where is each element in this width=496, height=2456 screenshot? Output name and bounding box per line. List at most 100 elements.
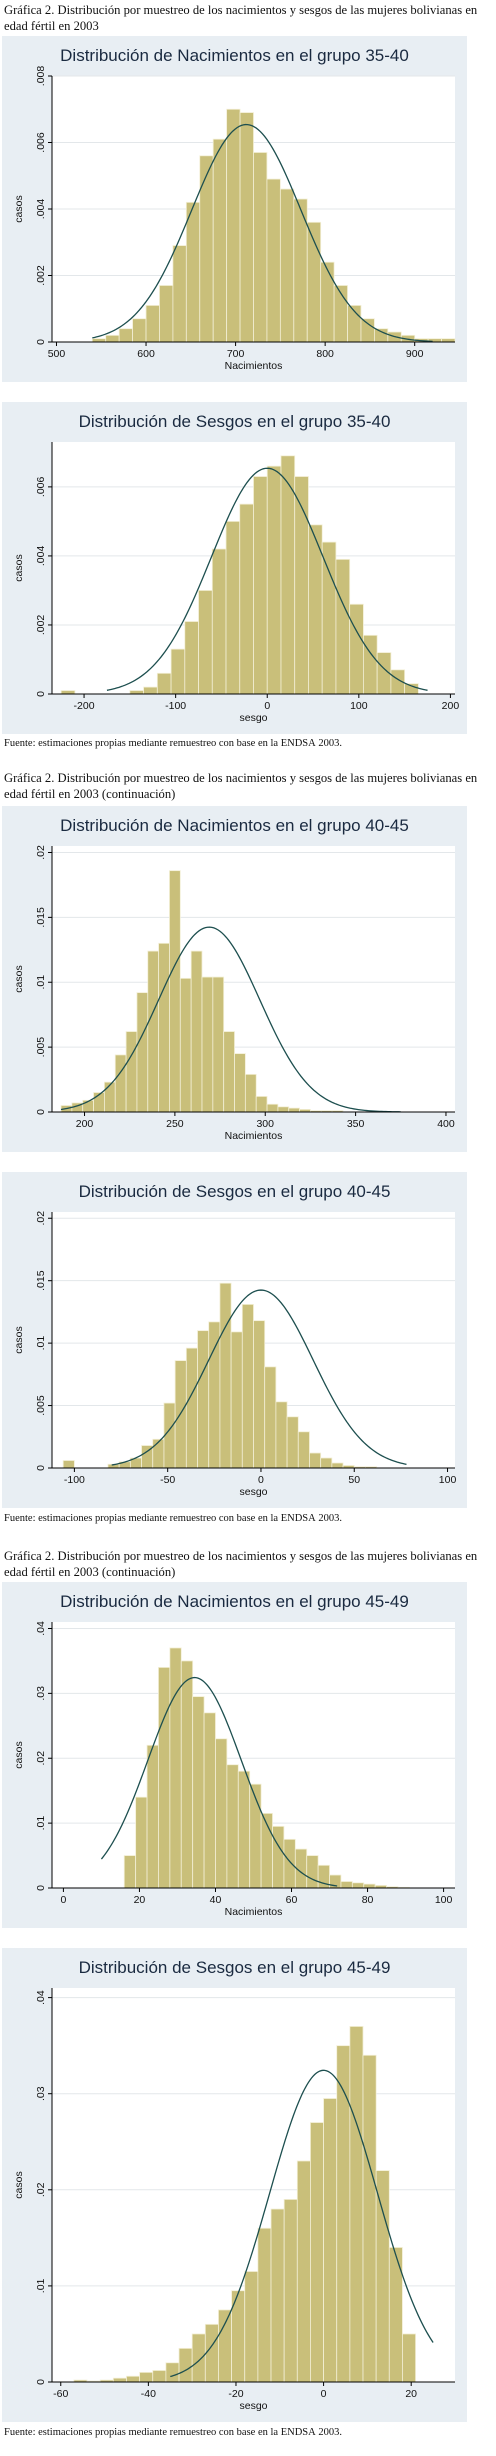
chart-0-ytick-label: .002 xyxy=(35,265,47,286)
chart-0-bar xyxy=(320,261,335,343)
chart-4-bar xyxy=(135,1796,148,1889)
chart-0-normal-curve xyxy=(92,123,433,342)
chart-3-bar xyxy=(219,1282,232,1469)
chart-3-ytick-label: .015 xyxy=(35,1270,47,1291)
chart-3-xlabel: sesgo xyxy=(239,1486,267,1498)
chart-4-bar xyxy=(237,1770,251,1889)
chart-3-xtick-label: -100 xyxy=(64,1474,85,1486)
chart-4-bar xyxy=(180,1660,194,1889)
chart-1-bar xyxy=(170,648,186,695)
chart-0-ytick-label: 0 xyxy=(35,339,47,345)
chart-2-bar xyxy=(266,1103,279,1113)
chart-5-ytick-label: 0 xyxy=(35,2379,47,2385)
chart-4-xtick-label: 80 xyxy=(362,1894,374,1906)
chart-0-bar xyxy=(118,328,133,343)
chart-5-bar xyxy=(323,2098,338,2383)
chart-0-bar xyxy=(132,318,147,343)
chart-4-bar xyxy=(158,1667,171,1889)
chart-0-xlabel: Nacimientos xyxy=(225,360,283,372)
chart-4-xtick-label: 0 xyxy=(60,1894,66,1906)
caption-1: Gráfica 2. Distribución por muestreo de … xyxy=(4,3,478,33)
chart-1-bar xyxy=(335,558,351,695)
chart-5-bar xyxy=(270,2208,285,2383)
chart-0-bar xyxy=(226,108,241,343)
chart-2-ylabel: casos xyxy=(13,965,25,992)
chart-2-bar xyxy=(223,1031,235,1113)
chart-4-ytick-label: .03 xyxy=(35,1686,47,1701)
chart-panel-5: 0 .01 .02 .03 .04 0 20 40 60 80 100 Nacimientos caso… xyxy=(2,1582,467,1928)
chart-3-bar xyxy=(331,1462,344,1469)
chart-panel-4: 0 .005 .01 .015 .02 -100 -50 0 50 100 sesgo casos Di… xyxy=(2,1172,467,1508)
chart-5-title: Distribución de Sesgos en el grupo 45-49 xyxy=(79,1958,391,1977)
chart-4-bar xyxy=(283,1838,296,1889)
chart-4-bar xyxy=(226,1764,239,1889)
chart-4-xtick-label: 60 xyxy=(286,1894,298,1906)
chart-4-ylabel: casos xyxy=(13,1741,25,1768)
chart-0-bar xyxy=(105,334,120,343)
chart-0-ytick-label: .004 xyxy=(35,199,47,220)
chart-3-bar xyxy=(185,1347,198,1469)
chart-4-normal-curve xyxy=(100,1676,338,1887)
chart-5-bar xyxy=(257,2227,272,2383)
chart-0-bar xyxy=(279,188,295,343)
chart-4-bar xyxy=(203,1712,216,1889)
chart-1-title: Distribución de Sesgos en el grupo 35-40 xyxy=(79,412,391,431)
chart-nacimientos-45-49: 0 .01 .02 .03 .04 0 20 40 60 80 100 Nacimientos caso… xyxy=(13,1592,455,1918)
chart-5-xtick-label: -20 xyxy=(228,2388,243,2400)
chart-2-bar xyxy=(158,942,170,1113)
chart-1-bar xyxy=(198,590,213,695)
chart-3-bar xyxy=(230,1331,243,1469)
chart-3-bar xyxy=(163,1402,176,1469)
chart-0-bar xyxy=(360,318,375,343)
chart-5-bar xyxy=(178,2347,193,2383)
chart-5-bar xyxy=(349,2026,364,2383)
chart-1-bar xyxy=(363,634,378,695)
chart-5-xtick-label: -60 xyxy=(53,2388,68,2400)
chart-4-bar xyxy=(340,1881,353,1889)
chart-1-xtick-label: 0 xyxy=(264,700,270,712)
chart-0-bar xyxy=(212,138,228,343)
chart-4-bar xyxy=(215,1738,228,1889)
chart-0-bar xyxy=(239,112,254,343)
chart-1-bar xyxy=(211,548,227,695)
chart-4-ytick-label: 0 xyxy=(35,1885,47,1891)
chart-2-xtick-label: 300 xyxy=(256,1118,274,1130)
chart-1-bar xyxy=(404,683,419,695)
chart-3-xtick-label: -50 xyxy=(160,1474,175,1486)
chart-0-bar xyxy=(145,305,160,343)
chart-4-ytick-label: .04 xyxy=(35,1621,47,1636)
chart-4-bar xyxy=(363,1883,376,1889)
chart-5-ylabel: casos xyxy=(13,2171,25,2198)
chart-2-xtick-label: 350 xyxy=(347,1118,365,1130)
chart-1-xlabel: sesgo xyxy=(239,712,267,724)
chart-4-xlabel: Nacimientos xyxy=(225,1906,283,1918)
chart-3-bar xyxy=(297,1431,310,1469)
chart-0-bar xyxy=(253,152,268,343)
chart-0-bar xyxy=(373,328,389,343)
chart-5-bar xyxy=(204,2323,219,2383)
chart-1-ytick-label: .006 xyxy=(35,476,47,497)
chart-3-ytick-label: 0 xyxy=(35,1465,47,1471)
chart-5-bar xyxy=(402,2333,416,2383)
chart-4-ytick-label: .02 xyxy=(35,1751,47,1766)
chart-0-ytick-label: .006 xyxy=(35,132,47,153)
chart-5-bar xyxy=(112,2377,127,2383)
caption-3: Gráfica 2. Distribución por muestreo de … xyxy=(4,1549,478,1579)
chart-5-xtick-label: -40 xyxy=(141,2388,156,2400)
chart-3-bar xyxy=(197,1330,210,1469)
chart-2-bar xyxy=(114,1054,127,1113)
chart-4-xtick-label: 100 xyxy=(435,1894,453,1906)
chart-0-xtick-label: 700 xyxy=(227,348,245,360)
chart-4-bar xyxy=(306,1855,319,1889)
chart-2-ytick-label: 0 xyxy=(35,1109,47,1115)
chart-3-bar xyxy=(152,1438,165,1469)
chart-0-bar xyxy=(185,201,201,343)
chart-2-ytick-label: .005 xyxy=(35,1037,47,1058)
chart-3-ytick-label: .005 xyxy=(35,1395,47,1416)
chart-5-bar xyxy=(126,2375,141,2383)
chart-3-bar xyxy=(286,1416,299,1469)
chart-0-bar xyxy=(266,178,281,343)
chart-3-bar xyxy=(275,1401,288,1469)
chart-1-bar xyxy=(184,621,199,695)
chart-1-xtick-label: -100 xyxy=(165,700,186,712)
